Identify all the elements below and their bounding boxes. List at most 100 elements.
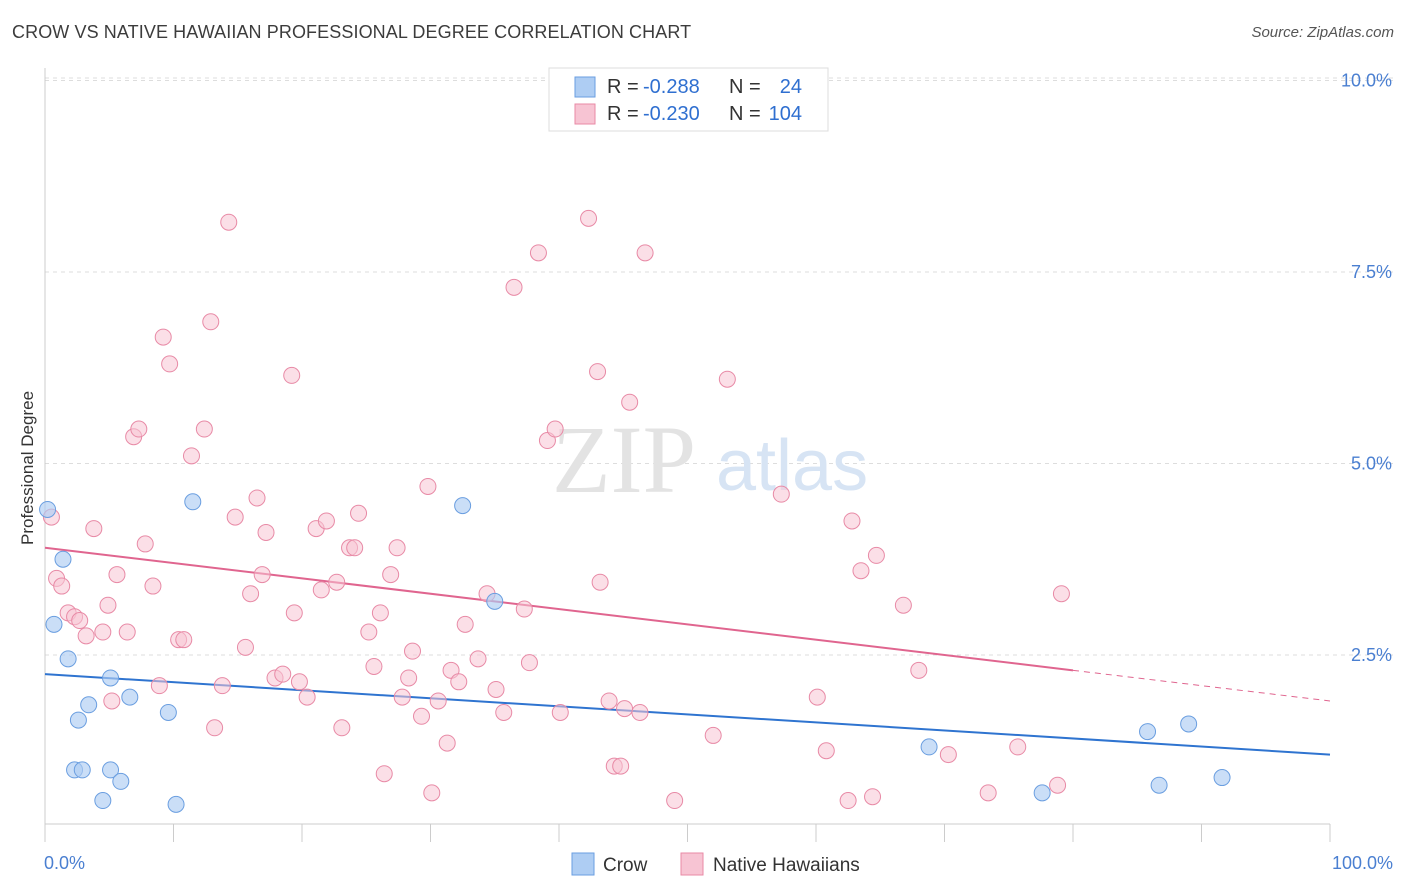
- hawaiian-point: [99, 596, 117, 614]
- hawaiian-point: [864, 788, 882, 806]
- hawaiian-point: [843, 512, 861, 530]
- legend-n-label-crow: N =: [729, 76, 761, 98]
- hawaiian-point: [312, 581, 330, 599]
- crow-point: [59, 650, 77, 668]
- hawaiian-point: [220, 213, 238, 231]
- hawaiian-point: [469, 650, 487, 668]
- hawaiian-point: [226, 508, 244, 526]
- hawaiian-point: [515, 600, 533, 618]
- crow-point: [1033, 784, 1051, 802]
- hawaiian-point: [382, 566, 400, 584]
- legend-n-value-crow: 24: [780, 76, 802, 98]
- hawaiian-point: [1009, 738, 1027, 756]
- crow-point: [94, 792, 112, 810]
- hawaiian-point: [704, 726, 722, 744]
- x-tick-label: 0.0%: [44, 853, 85, 873]
- hawaiian-point: [817, 742, 835, 760]
- hawaiian-point: [718, 370, 736, 388]
- hawaiian-point: [666, 792, 684, 810]
- hawaiian-point: [144, 577, 162, 595]
- hawaiian-point: [108, 566, 126, 584]
- bottom-legend-swatch-hawaiian: [680, 852, 704, 876]
- crow-point: [45, 615, 63, 633]
- hawaiian-point: [371, 604, 389, 622]
- crow-point: [102, 761, 120, 779]
- y-tick-label: 2.5%: [1351, 645, 1392, 665]
- hawaiian-point: [94, 623, 112, 641]
- hawaiian-point: [423, 784, 441, 802]
- y-axis-label: Professional Degree: [18, 391, 37, 545]
- hawaiian-point: [346, 539, 364, 557]
- hawaiian-point: [487, 680, 505, 698]
- crow-point: [39, 500, 57, 518]
- trend-line-crow: [44, 673, 1331, 756]
- legend-n-value-hawaiian: 104: [769, 103, 802, 125]
- hawaiian-point: [438, 734, 456, 752]
- crow-point: [486, 592, 504, 610]
- hawaiian-point: [631, 703, 649, 721]
- hawaiian-point: [456, 615, 474, 633]
- hawaiian-point: [404, 642, 422, 660]
- hawaiian-point: [154, 328, 172, 346]
- hawaiian-point: [285, 604, 303, 622]
- hawaiian-point: [808, 688, 826, 706]
- chart-title: CROW VS NATIVE HAWAIIAN PROFESSIONAL DEG…: [12, 22, 692, 42]
- hawaiian-point: [290, 673, 308, 691]
- legend-r-value-hawaiian: -0.230: [643, 103, 700, 125]
- hawaiian-point: [393, 688, 411, 706]
- hawaiian-point: [1052, 585, 1070, 603]
- hawaiian-point: [274, 665, 292, 683]
- hawaiian-point: [206, 719, 224, 737]
- trend-lines: [44, 546, 1331, 756]
- crow-point: [1180, 715, 1198, 733]
- hawaiian-point: [589, 363, 607, 381]
- hawaiian-point: [375, 765, 393, 783]
- crow-point: [184, 493, 202, 511]
- crow-point: [1139, 723, 1157, 741]
- data-points: [39, 209, 1231, 813]
- hawaiian-point: [495, 703, 513, 721]
- crow-point: [920, 738, 938, 756]
- hawaiian-point: [772, 485, 790, 503]
- crow-point: [159, 703, 177, 721]
- hawaiian-point: [53, 577, 71, 595]
- hawaiian-point: [450, 673, 468, 691]
- hawaiian-point: [253, 566, 271, 584]
- bottom-legend: Crow Native Hawaiians: [571, 852, 860, 876]
- hawaiian-point: [328, 573, 346, 591]
- hawaiian-point: [317, 512, 335, 530]
- axes: [44, 68, 1331, 842]
- watermark-zip: ZIP: [552, 406, 696, 513]
- hawaiian-point: [616, 700, 634, 718]
- crow-point: [80, 696, 98, 714]
- legend-r-label-crow: R =: [607, 76, 639, 98]
- hawaiian-point: [636, 244, 654, 262]
- hawaiian-point: [419, 477, 437, 495]
- legend-swatch-crow: [574, 76, 596, 98]
- hawaiian-point: [85, 520, 103, 538]
- hawaiian-point: [400, 669, 418, 687]
- hawaiian-point: [161, 355, 179, 373]
- x-tick-label: 100.0%: [1332, 853, 1393, 873]
- hawaiian-point: [505, 278, 523, 296]
- hawaiian-point: [213, 677, 231, 695]
- hawaiian-point: [236, 638, 254, 656]
- hawaiian-point: [388, 539, 406, 557]
- hawaiian-point: [182, 447, 200, 465]
- hawaiian-point: [175, 631, 193, 649]
- hawaiian-point: [150, 677, 168, 695]
- hawaiian-point: [71, 612, 89, 630]
- hawaiian-point: [520, 654, 538, 672]
- crow-point: [167, 795, 185, 813]
- crow-point: [69, 711, 87, 729]
- chart-source: Source: ZipAtlas.com: [1251, 24, 1394, 41]
- hawaiian-point: [195, 420, 213, 438]
- hawaiian-point: [429, 692, 447, 710]
- y-tick-label: 5.0%: [1351, 454, 1392, 474]
- hawaiian-point: [248, 489, 266, 507]
- bottom-legend-label-crow: Crow: [603, 855, 648, 876]
- hawaiian-point: [360, 623, 378, 641]
- hawaiian-point: [333, 719, 351, 737]
- crow-point: [1150, 776, 1168, 794]
